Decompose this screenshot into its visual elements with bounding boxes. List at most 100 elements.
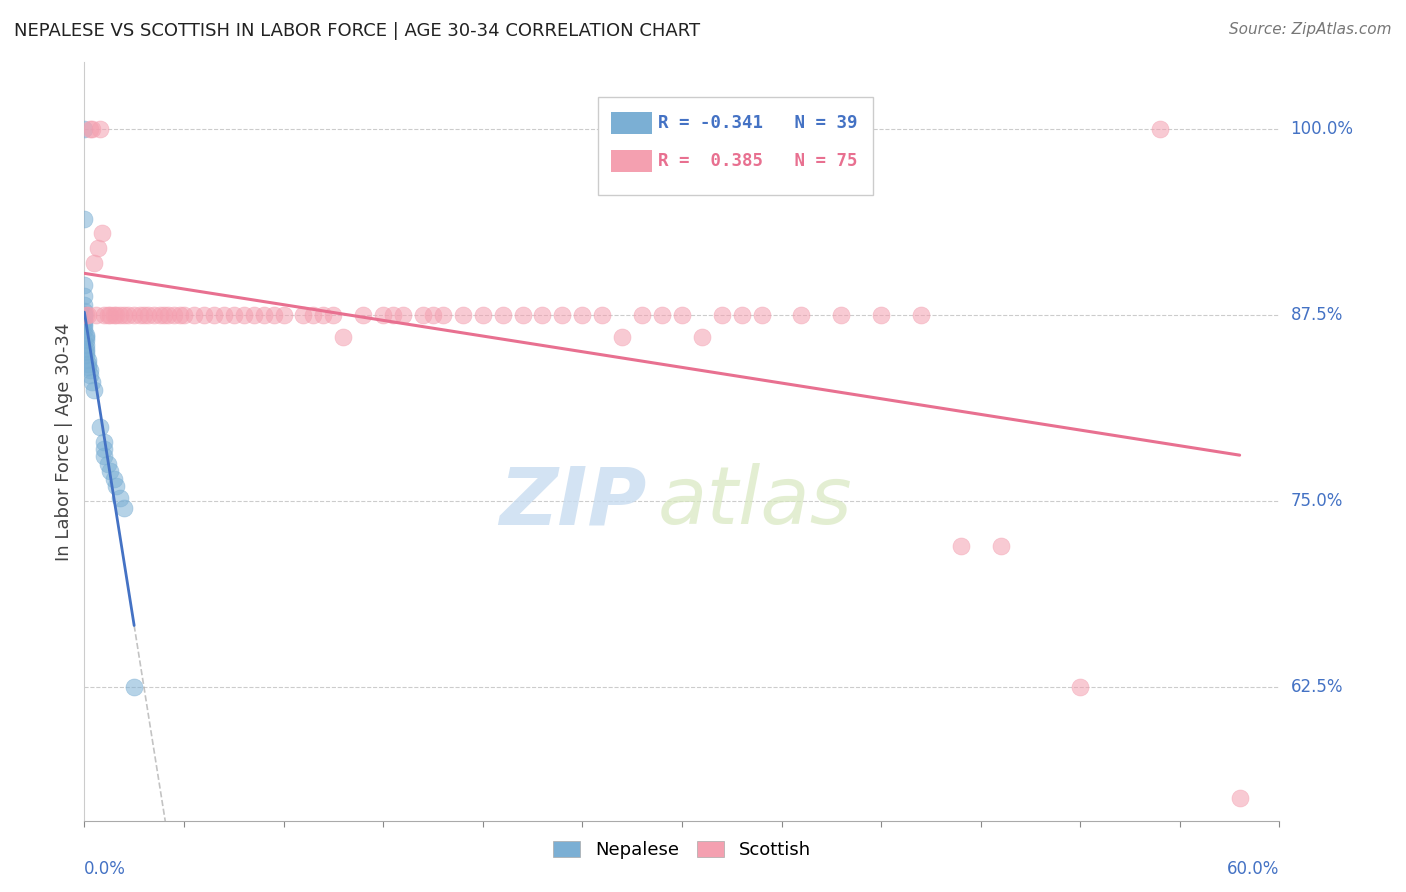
Point bbox=[273, 308, 295, 322]
Point bbox=[132, 308, 156, 322]
Point bbox=[93, 442, 115, 456]
Text: R = -0.341   N = 39: R = -0.341 N = 39 bbox=[658, 114, 858, 132]
Point bbox=[571, 308, 593, 322]
Point bbox=[122, 308, 145, 322]
Point bbox=[332, 330, 354, 344]
Point bbox=[91, 227, 114, 241]
Point bbox=[75, 348, 97, 362]
Point bbox=[302, 308, 325, 322]
Point bbox=[73, 289, 96, 303]
Point bbox=[73, 312, 96, 326]
Point bbox=[93, 434, 115, 449]
Point bbox=[1149, 122, 1171, 136]
FancyBboxPatch shape bbox=[599, 96, 873, 195]
Point bbox=[412, 308, 434, 322]
Point bbox=[75, 330, 97, 344]
Point bbox=[73, 316, 96, 330]
Point bbox=[97, 457, 120, 471]
Point bbox=[73, 308, 96, 322]
Point bbox=[492, 308, 515, 322]
Point bbox=[790, 308, 813, 322]
Point bbox=[183, 308, 205, 322]
Point bbox=[242, 308, 264, 322]
Point bbox=[157, 308, 180, 322]
Point bbox=[73, 303, 96, 318]
Point bbox=[73, 323, 96, 337]
Point bbox=[471, 308, 494, 322]
Point bbox=[1069, 680, 1091, 694]
Point bbox=[110, 491, 132, 505]
Point bbox=[451, 308, 474, 322]
Point bbox=[79, 122, 101, 136]
FancyBboxPatch shape bbox=[612, 112, 652, 135]
Point bbox=[432, 308, 454, 322]
Point bbox=[322, 308, 344, 322]
Text: 62.5%: 62.5% bbox=[1291, 678, 1343, 696]
Point bbox=[75, 338, 97, 352]
Point bbox=[292, 308, 315, 322]
Point bbox=[73, 298, 96, 312]
Text: 100.0%: 100.0% bbox=[1291, 120, 1354, 138]
Point bbox=[77, 352, 100, 367]
Point bbox=[352, 308, 374, 322]
Point bbox=[169, 308, 191, 322]
Point bbox=[112, 501, 135, 516]
Point bbox=[870, 308, 893, 322]
Point bbox=[136, 308, 159, 322]
Point bbox=[392, 308, 415, 322]
Point bbox=[73, 318, 96, 333]
Point bbox=[112, 308, 135, 322]
Point bbox=[222, 308, 245, 322]
Point bbox=[110, 308, 132, 322]
Point bbox=[89, 419, 111, 434]
Point bbox=[710, 308, 733, 322]
Point bbox=[149, 308, 172, 322]
Point bbox=[89, 122, 111, 136]
Point bbox=[122, 680, 145, 694]
Point bbox=[93, 450, 115, 464]
Text: 0.0%: 0.0% bbox=[84, 860, 127, 878]
Point bbox=[73, 308, 96, 322]
Text: NEPALESE VS SCOTTISH IN LABOR FORCE | AGE 30-34 CORRELATION CHART: NEPALESE VS SCOTTISH IN LABOR FORCE | AG… bbox=[14, 22, 700, 40]
Point bbox=[73, 308, 96, 322]
Point bbox=[103, 472, 125, 486]
Point bbox=[690, 330, 713, 344]
Point bbox=[612, 330, 634, 344]
Point bbox=[173, 308, 195, 322]
Point bbox=[1229, 791, 1251, 805]
Point bbox=[73, 278, 96, 293]
Point bbox=[97, 308, 120, 322]
Point bbox=[103, 308, 125, 322]
Text: ZIP: ZIP bbox=[499, 463, 647, 541]
Point bbox=[551, 308, 574, 322]
Point bbox=[117, 308, 139, 322]
Point bbox=[531, 308, 554, 322]
Y-axis label: In Labor Force | Age 30-34: In Labor Force | Age 30-34 bbox=[55, 322, 73, 561]
Point bbox=[83, 256, 105, 270]
Point bbox=[990, 539, 1012, 553]
Point bbox=[731, 308, 754, 322]
Text: R =  0.385   N = 75: R = 0.385 N = 75 bbox=[658, 152, 858, 170]
Point bbox=[75, 334, 97, 348]
Point bbox=[98, 464, 121, 478]
Point bbox=[75, 308, 97, 322]
Text: 87.5%: 87.5% bbox=[1291, 306, 1343, 324]
Point bbox=[910, 308, 932, 322]
Point bbox=[631, 308, 654, 322]
Text: 60.0%: 60.0% bbox=[1227, 860, 1279, 878]
Point bbox=[591, 308, 613, 322]
Point bbox=[949, 539, 972, 553]
Point bbox=[98, 308, 121, 322]
Text: 75.0%: 75.0% bbox=[1291, 492, 1343, 510]
Point bbox=[153, 308, 176, 322]
Point bbox=[263, 308, 285, 322]
Point bbox=[312, 308, 335, 322]
Point bbox=[75, 327, 97, 342]
Point bbox=[79, 368, 101, 382]
Point bbox=[651, 308, 673, 322]
Point bbox=[86, 308, 108, 322]
Point bbox=[79, 363, 101, 377]
Point bbox=[73, 308, 96, 322]
Point bbox=[193, 308, 215, 322]
Point bbox=[105, 308, 128, 322]
